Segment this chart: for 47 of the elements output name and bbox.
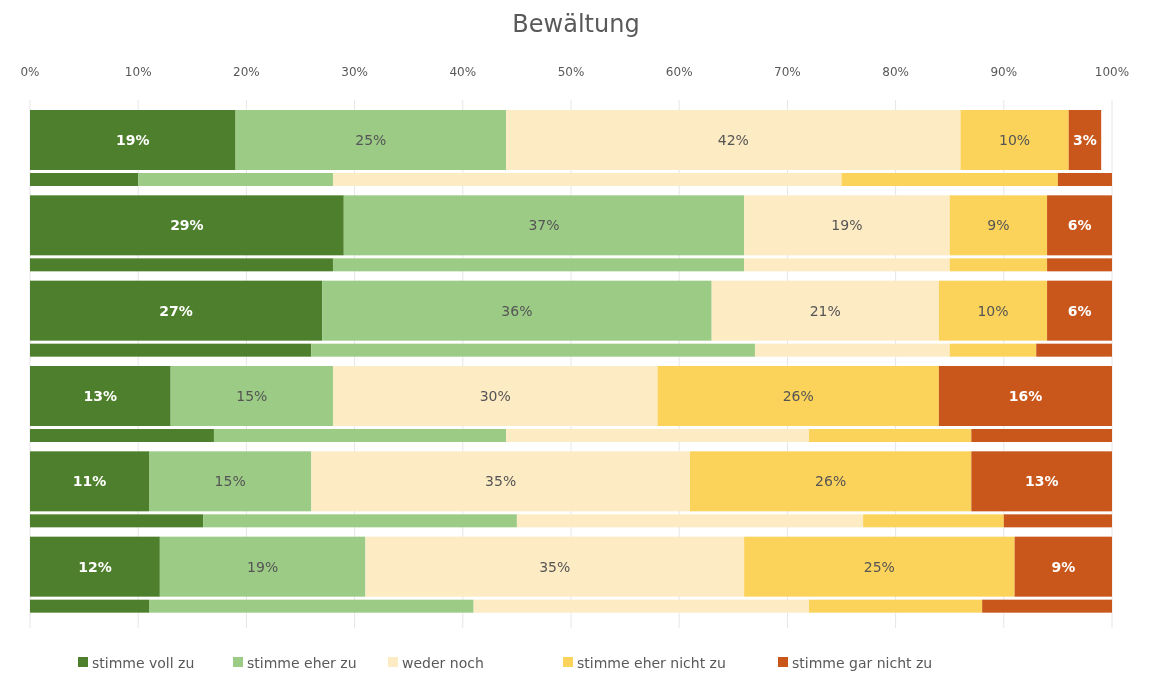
x-tick-label: 70% bbox=[774, 65, 801, 79]
x-tick-label: 50% bbox=[557, 65, 585, 79]
data-label: 10% bbox=[999, 131, 1031, 148]
x-tick-label: 0% bbox=[20, 65, 40, 79]
x-tick-label: 90% bbox=[990, 65, 1018, 79]
x-tick-label: 40% bbox=[449, 65, 477, 79]
legend-label: weder noch bbox=[402, 654, 484, 671]
x-tick-label: 20% bbox=[233, 65, 260, 79]
data-label: 27% bbox=[159, 302, 193, 319]
data-label: 10% bbox=[977, 302, 1009, 319]
data-label: 9% bbox=[987, 217, 1010, 234]
data-label: 12% bbox=[78, 558, 112, 575]
data-label: 37% bbox=[528, 217, 560, 234]
chart-title: Bewältung bbox=[512, 10, 640, 38]
data-label: 11% bbox=[72, 473, 107, 490]
data-label: 9% bbox=[1051, 558, 1076, 575]
data-label: 3% bbox=[1073, 131, 1097, 148]
data-label: 26% bbox=[782, 387, 814, 404]
data-label: 36% bbox=[501, 302, 533, 319]
legend-label: stimme eher nicht zu bbox=[577, 654, 726, 671]
data-label: 35% bbox=[539, 558, 571, 575]
data-label: 15% bbox=[214, 473, 246, 490]
x-tick-label: 100% bbox=[1094, 65, 1130, 79]
data-label: 15% bbox=[236, 387, 268, 404]
data-label: 19% bbox=[116, 131, 150, 148]
data-label: 21% bbox=[809, 302, 841, 319]
x-tick-label: 60% bbox=[665, 65, 693, 79]
legend-label: stimme gar nicht zu bbox=[792, 654, 933, 671]
data-label: 13% bbox=[83, 387, 118, 404]
data-label: 30% bbox=[479, 387, 511, 404]
data-label: 35% bbox=[485, 473, 517, 490]
x-tick-label: 30% bbox=[341, 65, 368, 79]
x-tick-label: 80% bbox=[882, 65, 909, 79]
data-label: 25% bbox=[863, 558, 895, 575]
data-label: 19% bbox=[247, 558, 279, 575]
legend-label: stimme voll zu bbox=[92, 654, 195, 671]
data-label: 16% bbox=[1008, 387, 1043, 404]
data-label: 19% bbox=[831, 217, 863, 234]
data-label: 26% bbox=[815, 473, 847, 490]
data-label: 13% bbox=[1024, 473, 1059, 490]
legend-label: stimme eher zu bbox=[247, 654, 357, 671]
x-tick-label: 10% bbox=[124, 65, 152, 79]
data-label: 6% bbox=[1067, 302, 1092, 319]
data-label: 6% bbox=[1067, 217, 1092, 234]
data-label: 25% bbox=[355, 131, 387, 148]
data-label: 29% bbox=[170, 217, 204, 234]
data-label: 42% bbox=[717, 131, 749, 148]
